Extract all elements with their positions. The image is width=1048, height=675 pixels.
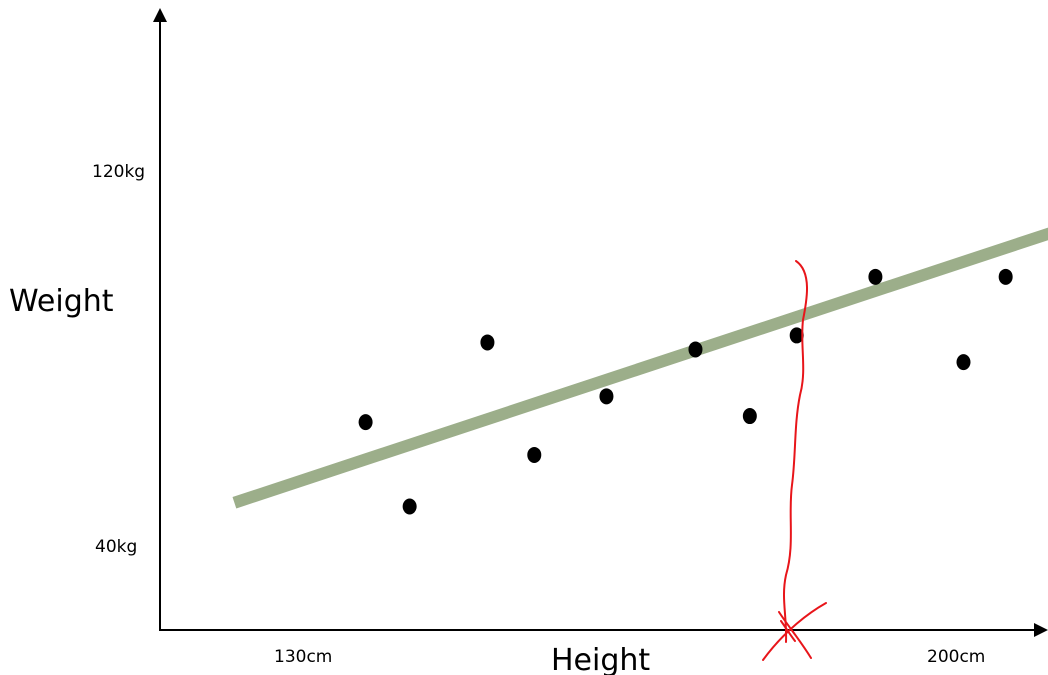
data-point-7 bbox=[742, 408, 757, 425]
x-tick-label-130cm: 130cm bbox=[274, 647, 332, 667]
y-tick-label-120kg: 120kg bbox=[92, 162, 145, 182]
data-point-4 bbox=[527, 446, 542, 463]
data-point-10 bbox=[956, 354, 971, 371]
data-point-3 bbox=[480, 334, 495, 351]
y-axis-title: Weight bbox=[9, 284, 114, 319]
x-axis-arrow-icon bbox=[1034, 623, 1048, 637]
annotation-cross-stroke-c bbox=[780, 620, 796, 642]
x-axis-title: Height bbox=[551, 643, 650, 675]
annotation-vertical-stroke bbox=[783, 260, 808, 643]
x-tick-label-200cm: 200cm bbox=[927, 647, 985, 667]
data-point-1 bbox=[358, 414, 373, 431]
y-axis-arrow-icon bbox=[153, 8, 167, 22]
annotation-cross-stroke-b bbox=[778, 611, 812, 659]
data-point-8 bbox=[789, 327, 804, 344]
annotation-cross-stroke-a bbox=[762, 602, 827, 661]
data-point-6 bbox=[688, 341, 703, 358]
data-point-11 bbox=[998, 268, 1013, 285]
axes bbox=[153, 8, 1048, 637]
y-tick-label-40kg: 40kg bbox=[95, 537, 137, 557]
data-points bbox=[358, 268, 1013, 515]
handwritten-annotation bbox=[762, 260, 827, 661]
data-point-5 bbox=[599, 388, 614, 405]
trend-line bbox=[232, 227, 1048, 509]
data-point-2 bbox=[402, 498, 417, 515]
data-point-9 bbox=[868, 268, 883, 285]
